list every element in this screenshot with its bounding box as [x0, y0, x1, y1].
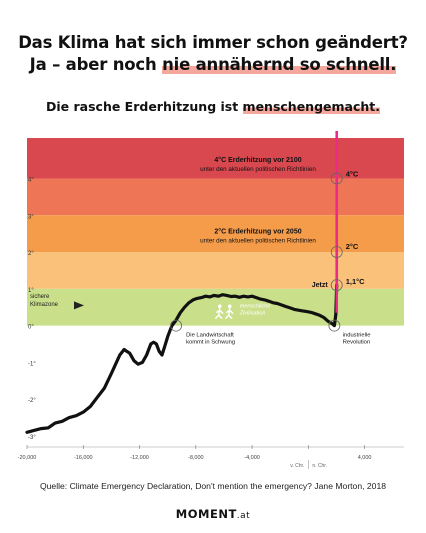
- warming-band-3: [27, 252, 404, 289]
- era-label-bc: v. Chr.: [290, 463, 304, 469]
- x-tick-label: -12,000: [130, 455, 149, 461]
- x-tick-label: -4,000: [244, 455, 260, 461]
- subheadline: Die rasche Erderhitzung ist menschengema…: [0, 99, 426, 114]
- annotation-industrial-line2: Revolution: [343, 340, 370, 346]
- walking-person-icon-head-1: [227, 304, 232, 309]
- annotation-warming-2-line2: unter den aktuellen politischen Richtlin…: [200, 238, 316, 245]
- y-tick-label: 4°: [28, 177, 34, 183]
- headline-line-2: Ja – aber noch nie annähernd so schnell.: [0, 54, 426, 75]
- value-label-2: 2°C: [346, 242, 359, 251]
- annotation-warming-2-line1: 2°C Erderhitzung vor 2050: [214, 228, 301, 236]
- warming-band-2: [27, 215, 404, 253]
- marker-circle-3: [330, 246, 343, 258]
- y-tick-label: -1°: [28, 361, 36, 367]
- subheadline-plain: Die rasche Erderhitzung ist: [46, 99, 243, 114]
- x-tick-label: -16,000: [74, 455, 93, 461]
- annotation-safe-zone-line2: Klimazone: [30, 302, 59, 308]
- moment-logo: MOMENT.at: [0, 507, 426, 521]
- era-label-ad: n. Chr.: [312, 463, 327, 469]
- y-tick-label: 2°: [28, 251, 34, 257]
- annotation-civilisation-line2: Zivilisation: [239, 310, 266, 316]
- source-note: Quelle: Climate Emergency Declaration, D…: [39, 481, 387, 491]
- annotation-agriculture-line1: Die Landwirtschaft: [186, 333, 234, 339]
- y-tick-label: -3°: [28, 435, 36, 441]
- walking-person-icon-0: [215, 307, 224, 319]
- marker-circle-1: [328, 319, 341, 332]
- annotation-agriculture-line2: kommt in Schwung: [186, 340, 235, 346]
- logo-suffix: .at: [236, 511, 251, 521]
- x-tick-label: -8,000: [188, 455, 204, 461]
- subheadline-highlight: menschengemacht.: [242, 99, 380, 114]
- y-tick-label: 0°: [28, 325, 34, 331]
- temperature-curve: [25, 283, 339, 434]
- headline-line-2-highlight: nie annähernd so schnell.: [162, 55, 397, 74]
- annotation-warming-4-line1: 4°C Erderhitzung vor 2100: [214, 156, 301, 164]
- x-tick-label: 4,000: [358, 455, 372, 461]
- safe-zone-arrow-icon: [74, 301, 84, 310]
- walking-person-icon-head-0: [217, 304, 222, 309]
- y-tick-label: -2°: [28, 398, 36, 404]
- walking-person-icon-1: [225, 307, 234, 319]
- x-tick-label: -20,000: [18, 455, 37, 461]
- headline-line-1: Das Klima hat sich immer schon geändert?: [18, 33, 408, 52]
- annotation-civilisation-line1: menschliche: [240, 303, 271, 309]
- marker-circle-4: [330, 172, 343, 185]
- marker-circle-0: [170, 319, 183, 332]
- annotation-safe-zone-line1: sichere: [30, 294, 50, 300]
- value-label-4: 4°C: [346, 169, 359, 178]
- annotation-industrial-line1: industrielle: [343, 333, 371, 339]
- marker-circle-2: [330, 279, 343, 292]
- y-tick-label: 3°: [28, 214, 34, 220]
- y-tick-label: 1°: [28, 288, 34, 294]
- warming-band-1: [27, 178, 404, 216]
- headline-line-2-plain: Ja – aber noch: [29, 55, 163, 74]
- logo-main: MOMENT: [175, 507, 237, 521]
- annotation-warming-4-line2: unter den aktuellen politischen Richtlin…: [200, 166, 316, 173]
- value-label-now: 1,1°C: [346, 277, 365, 286]
- annotation-now: Jetzt: [312, 282, 329, 289]
- warming-band-0: [27, 138, 404, 179]
